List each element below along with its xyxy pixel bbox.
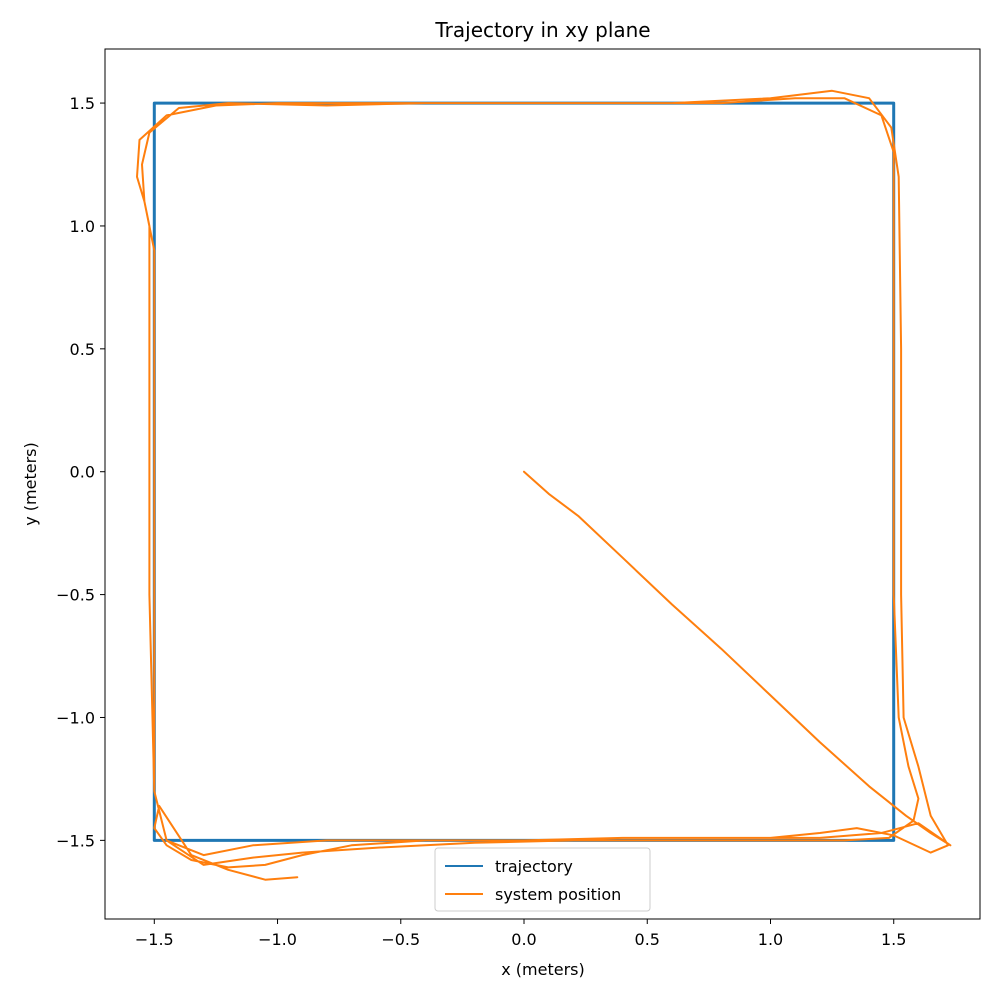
- y-axis-label: y (meters): [21, 442, 40, 526]
- x-tick-label: 1.0: [758, 930, 783, 949]
- x-tick-label: −1.0: [258, 930, 297, 949]
- legend-label-trajectory: trajectory: [495, 857, 573, 876]
- x-tick-label: 0.0: [511, 930, 536, 949]
- y-tick-label: −1.5: [56, 831, 95, 850]
- axes-frame: [104, 48, 981, 920]
- legend-label-system-position: system position: [495, 885, 621, 904]
- x-tick-label: −0.5: [381, 930, 420, 949]
- plot-area: [104, 48, 981, 920]
- series-layer: [136, 89, 952, 881]
- x-tick-label: 1.5: [881, 930, 906, 949]
- y-axis-ticks: −1.5 −1.0 −0.5 0.0 0.5 1.0 1.5: [56, 94, 105, 850]
- x-axis-label: x (meters): [501, 960, 585, 979]
- y-tick-label: 0.5: [70, 340, 95, 359]
- x-tick-label: −1.5: [135, 930, 174, 949]
- chart-title: Trajectory in xy plane: [434, 18, 650, 42]
- y-tick-label: −1.0: [56, 708, 95, 727]
- legend: trajectory system position: [434, 847, 651, 912]
- legend-box: [434, 847, 651, 912]
- y-tick-label: −0.5: [56, 586, 95, 605]
- x-axis-ticks: −1.5 −1.0 −0.5 0.0 0.5 1.0 1.5: [135, 919, 906, 949]
- y-tick-label: 1.0: [70, 217, 95, 236]
- y-tick-label: 1.5: [70, 94, 95, 113]
- series-line-system-position: [136, 89, 952, 881]
- y-tick-label: 0.0: [70, 463, 95, 482]
- x-tick-label: 0.5: [635, 930, 660, 949]
